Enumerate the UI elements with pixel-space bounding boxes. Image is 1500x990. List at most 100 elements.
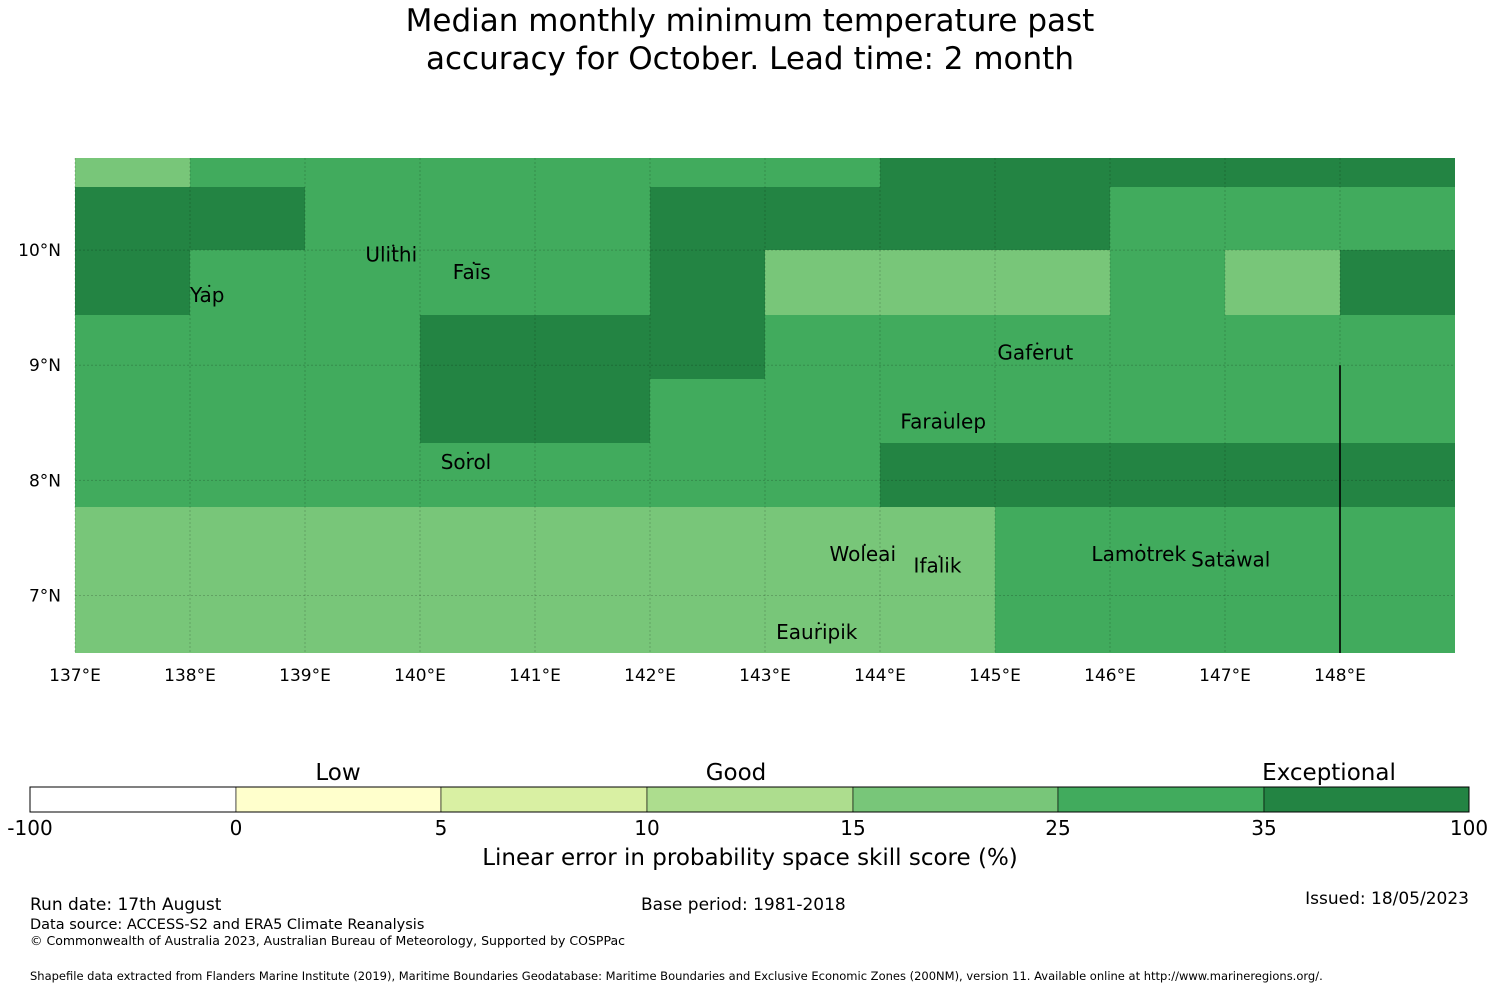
colorbar-tick: 10	[634, 816, 660, 840]
colorbar-segment	[1263, 786, 1470, 813]
lon-tick-label: 143°E	[739, 666, 791, 686]
place-ifalik: Ifalik	[914, 553, 962, 577]
lon-tick-label: 148°E	[1314, 666, 1366, 686]
place-faraulep: Faraulep	[900, 410, 986, 434]
place-woleai: Woleai	[829, 542, 896, 566]
island-dot	[938, 555, 941, 558]
island-dot	[208, 284, 211, 287]
graticule	[74, 158, 1455, 653]
colorbar-segment	[235, 786, 442, 813]
place-labels: Ulithi Faīs Yap Gaferut Faraulep Sorol Woleai I…	[189, 243, 1270, 645]
colorbar-tick: 100	[1449, 816, 1489, 840]
colorbar-category-exceptional: Exceptional	[1262, 760, 1396, 786]
colorbar-title: Linear error in probability space skill …	[482, 845, 1018, 871]
skill-cell	[650, 379, 1455, 443]
colorbar-tick: 35	[1251, 816, 1277, 840]
place-label: Satawal	[1191, 548, 1270, 572]
skill-cell	[75, 443, 880, 507]
lat-tick-label: 9°N	[29, 356, 61, 376]
colorbar-segment	[1057, 786, 1265, 813]
place-sorol: Sorol	[441, 450, 492, 474]
colorbar-tick: -100	[7, 816, 53, 840]
lat-tick-label: 10°N	[18, 241, 61, 261]
skill-cell	[995, 595, 1455, 634]
skill-cell	[75, 250, 190, 315]
skill-cell	[1110, 250, 1225, 315]
colorbar-category-low: Low	[315, 760, 361, 786]
colorbar-segment	[646, 786, 854, 813]
colorbar-tick: 25	[1045, 816, 1071, 840]
copyright: © Commonwealth of Australia 2023, Austra…	[30, 933, 625, 948]
lon-tick-label: 147°E	[1199, 666, 1251, 686]
island-dot	[472, 261, 475, 264]
lat-tick-label: 8°N	[29, 471, 61, 491]
island-dot	[817, 622, 820, 625]
skill-cell	[1110, 187, 1455, 250]
lon-tick-label: 145°E	[969, 666, 1021, 686]
skill-cell	[75, 634, 995, 653]
lon-tick-label: 146°E	[1084, 666, 1136, 686]
skill-cell	[75, 507, 995, 571]
skill-cell	[650, 250, 765, 315]
lon-tick-label: 141°E	[509, 666, 561, 686]
island-dot	[1139, 543, 1142, 547]
skill-cell	[190, 250, 650, 315]
island-dot	[863, 543, 866, 547]
title-line-1: Median monthly minimum temperature past	[405, 3, 1095, 39]
lon-tick-label: 139°E	[279, 666, 331, 686]
skill-cell	[420, 379, 650, 443]
skill-cell	[305, 187, 650, 250]
skill-cell	[75, 595, 995, 634]
place-label: Ulithi	[365, 243, 417, 267]
lon-tick-label: 140°E	[394, 666, 446, 686]
chart-title: Median monthly minimum temperature past …	[0, 2, 1500, 78]
skill-cell	[1340, 250, 1455, 315]
lon-tick-label: 137°E	[49, 666, 101, 686]
data-source: Data source: ACCESS-S2 and ERA5 Climate …	[30, 917, 425, 933]
place-label: Sorol	[441, 450, 492, 474]
colorbar-tick: 0	[229, 816, 243, 840]
axis-labels: 137°E 138°E 139°E 140°E 141°E 142°E 143°E 144°E…	[18, 241, 1366, 686]
place-yap: Yap	[189, 283, 224, 307]
place-label: Eauripik	[776, 620, 858, 644]
place-label: Faraulep	[900, 410, 986, 434]
place-lamotrek: Lamotrek	[1091, 542, 1186, 566]
place-label: Yap	[189, 283, 224, 307]
skill-cell	[75, 571, 995, 595]
skill-cell	[75, 187, 305, 250]
colorbar	[29, 786, 1470, 813]
lon-tick-label: 142°E	[624, 666, 676, 686]
shapefile-credit: Shapefile data extracted from Flanders M…	[30, 969, 1323, 983]
colorbar-segment	[440, 786, 648, 813]
skill-cell	[420, 315, 765, 379]
place-label: Woleai	[829, 542, 896, 566]
skill-cell	[75, 158, 190, 187]
place-label: Faīs	[453, 260, 491, 284]
island-dot	[1036, 342, 1039, 345]
place-label: Ifalik	[914, 553, 962, 577]
skill-cell	[1225, 250, 1340, 315]
place-eauripik: Eauripik	[776, 620, 858, 644]
island-dot	[1231, 549, 1234, 552]
skill-cell	[190, 158, 880, 187]
issued-date: Issued: 18/05/2023	[1305, 889, 1469, 909]
run-date: Run date: 17th August	[30, 895, 222, 915]
colorbar-tick: 15	[840, 816, 866, 840]
place-gaferut: Gaferut	[997, 340, 1073, 364]
colorbar-segment	[852, 786, 1059, 813]
skill-cell	[75, 315, 420, 379]
place-faīs: Faīs	[453, 260, 491, 284]
island-dot	[392, 244, 395, 247]
island-dot	[466, 451, 470, 454]
lon-tick-label: 138°E	[164, 666, 216, 686]
colorbar-category-good: Good	[705, 760, 767, 786]
skill-cell	[650, 187, 1110, 250]
colorbar-segment	[29, 786, 237, 813]
base-period: Base period: 1981-2018	[641, 895, 846, 915]
skill-cell	[880, 158, 1455, 187]
skill-cell	[880, 443, 1455, 507]
skill-cell	[75, 379, 420, 443]
colorbar-tick: 5	[434, 816, 448, 840]
lat-tick-label: 7°N	[29, 586, 61, 606]
